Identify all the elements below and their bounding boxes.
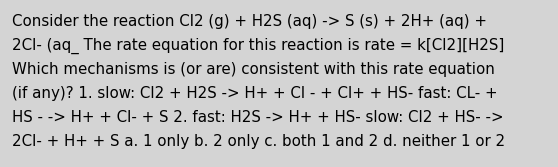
- Text: (if any)? 1. slow: Cl2 + H2S -> H+ + Cl - + Cl+ + HS- fast: CL- +: (if any)? 1. slow: Cl2 + H2S -> H+ + Cl …: [12, 86, 498, 101]
- Text: Which mechanisms is (or are) consistent with this rate equation: Which mechanisms is (or are) consistent …: [12, 62, 495, 77]
- Text: Consider the reaction Cl2 (g) + H2S (aq) -> S (s) + 2H+ (aq) +: Consider the reaction Cl2 (g) + H2S (aq)…: [12, 14, 487, 29]
- Text: 2Cl- + H+ + S a. 1 only b. 2 only c. both 1 and 2 d. neither 1 or 2: 2Cl- + H+ + S a. 1 only b. 2 only c. bot…: [12, 134, 505, 149]
- Text: HS - -> H+ + Cl- + S 2. fast: H2S -> H+ + HS- slow: Cl2 + HS- ->: HS - -> H+ + Cl- + S 2. fast: H2S -> H+ …: [12, 110, 504, 125]
- Text: 2Cl- (aq_ The rate equation for this reaction is rate = k[Cl2][H2S]: 2Cl- (aq_ The rate equation for this rea…: [12, 38, 504, 54]
